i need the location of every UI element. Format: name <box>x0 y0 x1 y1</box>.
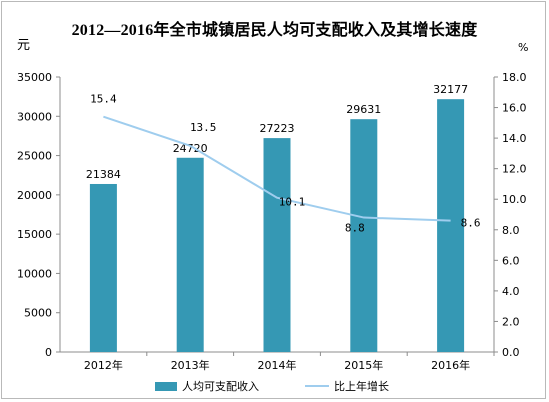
legend-item-growth: 比上年增长 <box>305 378 389 394</box>
x-axis-tick-label: 2015年 <box>344 358 383 372</box>
growth-point-label: 8.6 <box>461 217 481 230</box>
legend-item-income: 人均可支配收入 <box>155 378 259 394</box>
income-bar <box>437 99 465 352</box>
right-axis-tick-label: 12.0 <box>502 163 527 176</box>
legend-line-swatch <box>305 385 329 387</box>
left-axis-tick-label: 20000 <box>17 189 52 202</box>
right-axis-tick-label: 16.0 <box>502 102 527 115</box>
right-axis-tick-label: 10.0 <box>502 193 527 206</box>
income-bar-label: 29631 <box>346 103 381 116</box>
growth-point-label: 13.5 <box>190 121 217 134</box>
growth-line <box>103 115 451 222</box>
x-axis-tick-label: 2013年 <box>171 358 210 372</box>
legend: 人均可支配收入 比上年增长 <box>0 378 549 394</box>
legend-bar-swatch <box>155 381 177 391</box>
left-axis-tick-label: 35000 <box>17 71 52 84</box>
right-axis-tick-label: 4.0 <box>502 285 520 298</box>
income-bar <box>263 138 291 352</box>
x-axis-tick-label: 2014年 <box>258 358 297 372</box>
left-axis-tick-label: 30000 <box>17 110 52 123</box>
income-bar-label: 27223 <box>260 122 295 135</box>
right-axis-tick-label: 8.0 <box>502 224 520 237</box>
growth-point-label: 15.4 <box>90 93 117 106</box>
right-axis-tick-label: 6.0 <box>502 254 520 267</box>
left-axis-unit: 元 <box>17 38 31 53</box>
right-axis-unit: % <box>518 41 529 54</box>
x-axis-tick-label: 2012年 <box>84 358 123 372</box>
chart-title: 2012—2016年全市城镇居民人均可支配收入及其增长速度 <box>71 22 478 39</box>
left-axis-tick-label: 25000 <box>17 150 52 163</box>
left-axis-tick-label: 15000 <box>17 228 52 241</box>
growth-point-label: 10.1 <box>279 196 306 209</box>
income-bar-label: 21384 <box>86 168 121 181</box>
right-axis-tick-label: 0.0 <box>502 346 520 359</box>
right-axis-tick-label: 14.0 <box>502 132 527 145</box>
left-axis-tick-label: 5000 <box>24 307 52 320</box>
legend-label-growth: 比上年增长 <box>334 380 389 393</box>
income-bar <box>350 119 378 352</box>
income-bar <box>176 157 204 352</box>
right-axis-tick-label: 18.0 <box>502 71 527 84</box>
income-bar-label: 32177 <box>433 83 468 96</box>
left-axis-tick-label: 0 <box>45 346 52 359</box>
left-axis-tick-label: 10000 <box>17 267 52 280</box>
x-axis-tick-label: 2016年 <box>431 358 470 372</box>
right-axis-tick-label: 2.0 <box>502 315 520 328</box>
growth-point-label: 8.8 <box>345 222 365 235</box>
income-bar <box>89 183 117 352</box>
legend-label-income: 人均可支配收入 <box>182 380 259 393</box>
